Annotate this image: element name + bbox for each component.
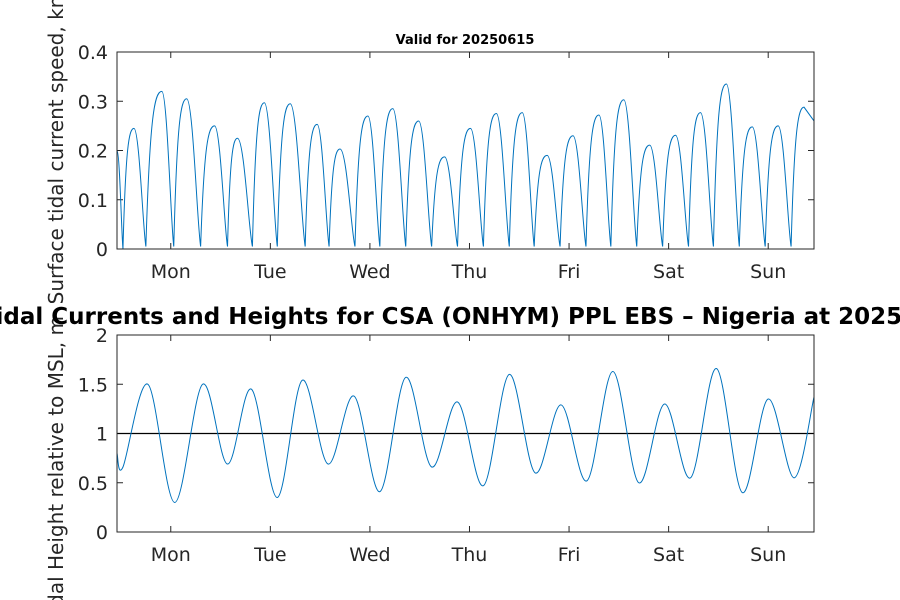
tidal-height-ytick-label: 2 <box>96 325 108 347</box>
current-speed-xtick-label: Mon <box>151 261 191 283</box>
current-speed-ytick-label: 0.1 <box>78 190 108 212</box>
tidal-height-ytick-label: 0 <box>96 522 108 544</box>
current-speed-xtick-label: Sun <box>750 261 786 283</box>
tidal-height-xtick-label: Sat <box>653 544 684 566</box>
tidal-height-ytick-label: 1 <box>96 424 108 446</box>
current-speed-ytick-label: 0.4 <box>78 42 108 64</box>
current-speed-title: Valid for 20250615 <box>396 33 535 48</box>
current-speed-ylabel: Surface tidal current speed, kn <box>44 0 68 304</box>
current-speed-xtick-label: Wed <box>349 261 390 283</box>
tidal-height-ticks: 0 0.5 1 1.5 2 Mon Tue Wed Thu Fri Sat Sun <box>78 325 814 566</box>
current-speed-series-line <box>116 83 815 250</box>
tidal-height-xtick-label: Mon <box>151 544 191 566</box>
tidal-height-axes: 0 0.5 1 1.5 2 Mon Tue Wed Thu Fri Sat Sun <box>78 325 815 566</box>
tidal-height-axes-box <box>116 334 815 533</box>
current-speed-axes: 0 0.1 0.2 0.3 0.4 Mon Tue Wed Thu Fri Sat Sun Valid… <box>78 33 815 283</box>
tidal-height-series-line <box>116 367 815 503</box>
current-speed-ytick-label: 0.2 <box>78 141 108 163</box>
tidal-height-xtick-label: Wed <box>349 544 390 566</box>
current-speed-ytick-label: 0 <box>96 239 108 261</box>
current-speed-xtick-label: Thu <box>451 261 488 283</box>
tidal-height-ylabel: Tidal Height relative to MSL, m <box>44 316 68 600</box>
current-speed-xtick-label: Fri <box>558 261 581 283</box>
tidal-height-ytick-label: 1.5 <box>78 374 108 396</box>
current-speed-xtick-label: Sat <box>653 261 684 283</box>
tidal-height-ytick-label: 0.5 <box>78 473 108 495</box>
tidal-height-xtick-label: Sun <box>750 544 786 566</box>
current-speed-axes-box <box>116 51 815 250</box>
tidal-height-xtick-label: Tue <box>253 544 286 566</box>
tidal-height-xtick-label: Thu <box>451 544 488 566</box>
current-speed-ytick-label: 0.3 <box>78 91 108 113</box>
tidal-height-xtick-label: Fri <box>558 544 581 566</box>
figure-main-title: Tidal Currents and Heights for CSA (ONHY… <box>0 304 900 330</box>
current-speed-xtick-label: Tue <box>253 261 286 283</box>
current-speed-plot-area <box>117 52 814 249</box>
current-speed-ticks: 0 0.1 0.2 0.3 0.4 Mon Tue Wed Thu Fri Sat Sun <box>78 42 814 283</box>
